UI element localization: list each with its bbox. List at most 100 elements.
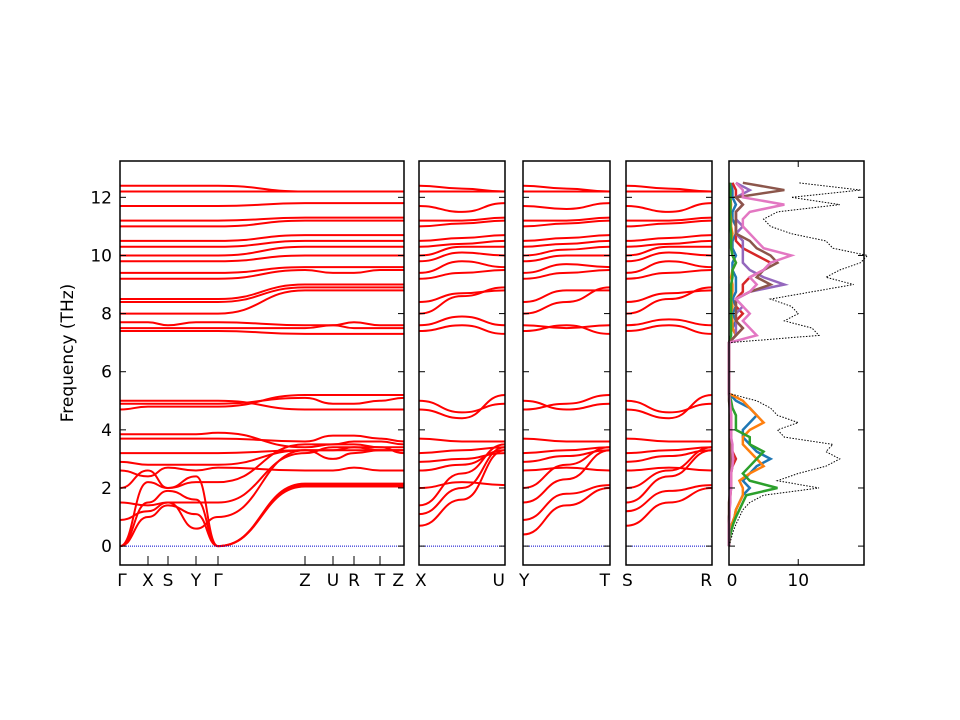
band-line [418,452,506,463]
band-line [120,324,404,330]
y-tick-label: 0 [101,537,112,557]
band-line [120,219,404,228]
x-tick-label: U [327,571,339,591]
band-line [120,234,404,242]
band-line [120,266,404,274]
band-line [522,449,611,463]
dos-x-tick-label: 10 [787,571,809,591]
band-line [119,475,404,548]
x-tick-label: R [700,571,712,591]
band-line [418,315,506,327]
band-line [418,289,506,303]
band-line [626,216,713,222]
band-line [625,393,713,420]
x-tick-label: Γ [213,571,223,591]
band-line [522,268,611,280]
band-line [418,245,505,257]
band-line [418,393,506,420]
band-line [120,239,404,248]
band-line [418,268,506,280]
band-line [522,466,611,472]
band-line [522,184,611,193]
band-line [119,466,404,478]
band-line [120,245,404,257]
x-tick-label: Z [392,571,404,591]
band-line [119,254,404,263]
band-line [522,437,610,443]
x-tick-label: Y [518,571,530,591]
band-line [418,251,506,263]
y-tick-label: 6 [101,363,112,383]
band-line [625,260,713,274]
band-line [522,234,611,242]
band-line [522,399,611,411]
band-line [522,219,611,228]
band-line [522,446,611,455]
panel-frame [119,160,405,566]
band-line [625,399,713,414]
band-line [418,446,506,455]
band-line [522,245,611,257]
x-tick-label: U [493,571,505,591]
band-line [418,481,506,489]
dos-x-tick-label: 0 [727,571,738,591]
band-line [625,202,713,213]
y-tick-label: 12 [90,188,112,208]
band-line [625,449,713,504]
band-line [119,446,405,507]
band-line [522,289,610,303]
band-line [625,184,713,193]
band-line [522,393,611,411]
panel-frame [522,160,611,566]
panel-frame [625,160,713,566]
band-line [119,449,404,466]
band-line [418,449,506,472]
band-line [119,330,404,335]
panel-frame [418,160,506,566]
x-tick-label: S [622,571,633,591]
band-line [418,324,506,335]
band-line [625,219,713,228]
band-line [625,289,713,303]
band-line [418,286,506,315]
y-tick-label: 10 [90,246,112,266]
band-line [120,446,404,455]
x-tick-label: X [415,571,427,591]
band-line [625,268,713,280]
x-tick-label: T [374,571,386,591]
band-line [522,484,611,521]
band-line [119,399,404,411]
band-line [418,234,506,242]
band-line [418,260,506,274]
y-tick-label: 4 [101,421,112,441]
dos-panel: 0 10 [727,160,869,591]
band-line [418,437,505,443]
band-line [522,263,611,274]
band-line [625,234,713,242]
band-line [120,216,404,222]
band-line [625,446,713,455]
band-line [120,289,404,315]
x-tick-label: R [348,571,360,591]
y-tick-label: 8 [101,305,112,325]
band-line [120,202,404,208]
total-dos-line [728,182,869,547]
band-line [119,440,405,489]
band-line [625,437,712,443]
band-line [522,254,610,263]
band-line [523,216,611,222]
band-line [625,245,712,257]
band-line [119,449,404,530]
band-line [625,286,713,315]
band-line [418,449,506,527]
band-line [418,443,506,507]
x-tick-label: Y [190,571,202,591]
band-line [522,324,611,335]
band-line [625,484,713,513]
x-tick-label: T [599,571,611,591]
x-tick-label: Γ [117,571,127,591]
y-axis-label: Frequency (THz) [58,284,78,423]
